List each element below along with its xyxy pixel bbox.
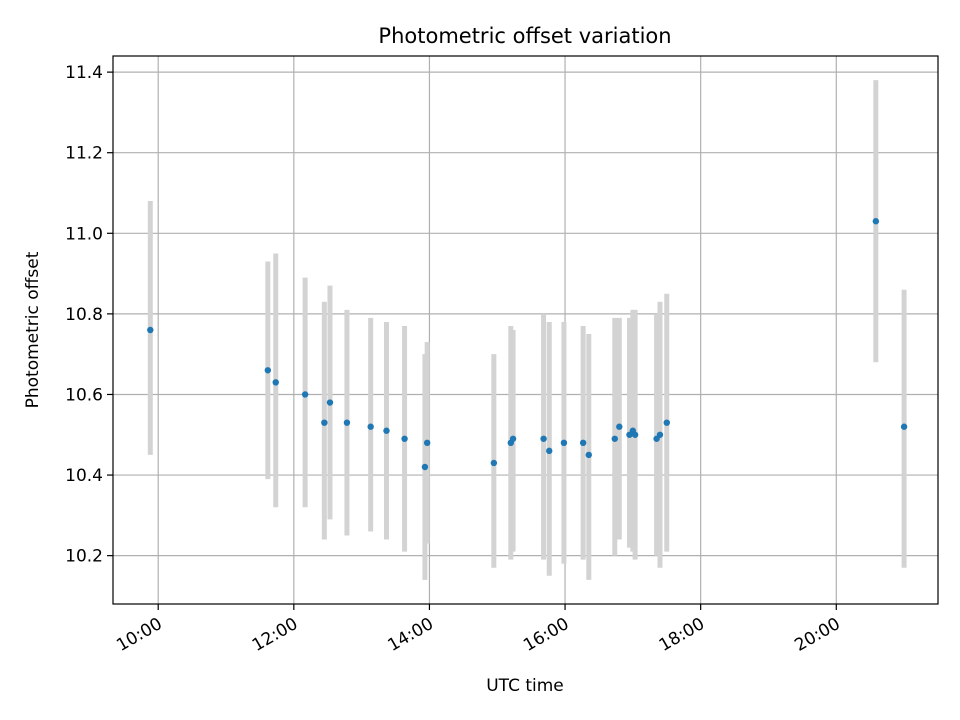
- y-axis-title: Photometric offset: [23, 251, 43, 408]
- data-point: [301, 391, 309, 398]
- data-point: [272, 379, 279, 386]
- y-tick-label: 10.8: [65, 305, 103, 325]
- x-tick-label: 12:00: [249, 614, 301, 656]
- chart-title: Photometric offset variation: [378, 24, 671, 48]
- data-point: [616, 423, 623, 430]
- data-point: [509, 435, 517, 442]
- y-axis: 10.2 10.4 10.6 10.8 11.0 11.2 11.4: [65, 63, 113, 567]
- data-point: [872, 218, 880, 225]
- data-point: [663, 419, 670, 426]
- x-axis-title: UTC time: [486, 676, 564, 696]
- data-point: [423, 439, 431, 447]
- data-point: [421, 463, 429, 471]
- x-tick-label: 16:00: [520, 614, 572, 656]
- x-tick-label: 18:00: [656, 614, 708, 656]
- data-point: [656, 431, 664, 438]
- data-point: [560, 439, 568, 447]
- y-tick-label: 11.4: [65, 63, 103, 83]
- y-tick-label: 11.2: [65, 144, 103, 164]
- y-tick-label: 10.4: [65, 466, 103, 486]
- plot-frame: [112, 55, 939, 605]
- data-point: [631, 431, 639, 438]
- data-point: [546, 447, 553, 455]
- data-point: [383, 427, 390, 434]
- grid: [113, 56, 938, 604]
- data-point: [579, 439, 587, 447]
- x-tick-label: 10:00: [113, 614, 165, 656]
- data-point: [367, 423, 374, 430]
- x-axis: 10:00 12:00 14:00 16:00 18:00 20:00: [113, 604, 844, 656]
- y-tick-label: 11.0: [65, 224, 103, 244]
- data-point: [900, 423, 908, 430]
- data-point: [540, 435, 547, 442]
- data-point: [611, 435, 618, 442]
- data-point: [264, 367, 272, 374]
- data-point: [401, 435, 408, 442]
- data-point: [343, 419, 351, 426]
- y-tick-label: 10.6: [65, 385, 103, 405]
- x-tick-label: 14:00: [385, 614, 437, 656]
- data-point: [326, 399, 334, 406]
- data-point: [490, 459, 498, 467]
- error-bars: [147, 80, 907, 580]
- y-tick-label: 10.2: [65, 547, 103, 567]
- data-point: [321, 419, 328, 426]
- x-tick-label: 20:00: [791, 614, 843, 656]
- data-point: [585, 451, 592, 459]
- data-point: [147, 326, 154, 334]
- data-points: [147, 218, 908, 471]
